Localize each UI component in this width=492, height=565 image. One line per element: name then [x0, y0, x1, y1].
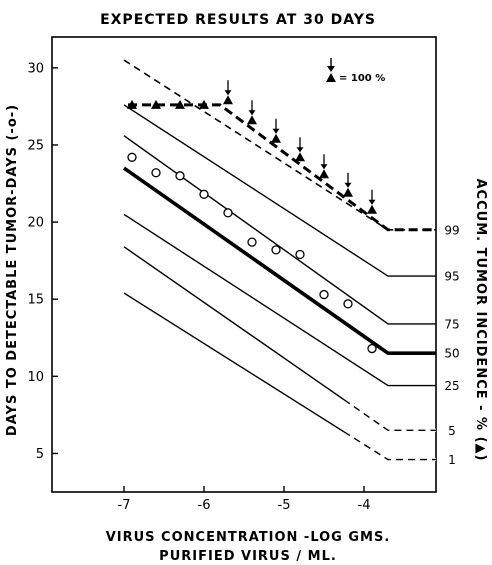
observed-point — [223, 208, 233, 218]
arrow-100-head — [248, 110, 256, 116]
y-tick-label: 25 — [27, 138, 44, 153]
right-label-25: 25 — [444, 379, 459, 393]
y-tick-label: 15 — [27, 293, 44, 308]
incidence-line-25 — [123, 213, 436, 387]
y-tick-label: 20 — [27, 216, 44, 231]
incidence-triangle — [175, 99, 185, 109]
incidence-line-5 — [123, 246, 436, 431]
incidence-triangle — [343, 187, 353, 197]
observed-point — [295, 249, 305, 260]
incidence-line-1 — [123, 292, 436, 461]
right-label-99: 99 — [444, 223, 459, 237]
legend-triangle-icon — [326, 73, 336, 82]
x-tick-label: -4 — [358, 498, 371, 513]
incidence-triangle — [247, 115, 257, 125]
legend-arrow-head — [327, 66, 335, 72]
right-labels: 99 95 75 50 25 5 1 — [444, 223, 459, 467]
incidence-triangle — [367, 204, 377, 214]
incidence-triangle — [271, 133, 281, 143]
x-tick-label: -7 — [118, 498, 131, 513]
observed-point — [247, 237, 257, 247]
axes: -7 -6 -5 -4 5 10 15 20 25 30 — [27, 61, 370, 513]
observed-point — [319, 289, 329, 300]
incidence-lines — [122, 59, 436, 462]
observed-point — [151, 168, 161, 178]
legend-text: = 100 % — [339, 73, 385, 84]
arrow-100-head — [296, 147, 304, 153]
incidence-line-99 — [123, 59, 436, 231]
incidence-triangle — [319, 169, 329, 179]
observed-point — [271, 245, 281, 255]
incidence-line-1-gap — [343, 430, 436, 462]
x-tick-label: -6 — [198, 498, 211, 513]
y-axis-label: DAYS TO DETECTABLE TUMOR-DAYS (-o-) — [5, 104, 20, 436]
arrow-100-head — [368, 199, 376, 205]
observed-point — [199, 189, 209, 199]
incidence-triangle — [199, 99, 209, 109]
observed-point — [343, 299, 353, 309]
y-tick-label: 5 — [36, 447, 44, 462]
right-label-50: 50 — [444, 347, 459, 361]
observed-point — [127, 152, 137, 162]
arrow-100-head — [320, 164, 328, 170]
incidence-points — [127, 80, 377, 214]
arrow-100-head — [272, 128, 280, 134]
legend: = 100 % — [326, 58, 385, 84]
right-label-75: 75 — [444, 317, 459, 331]
right-label-5: 5 — [448, 424, 456, 438]
y-tick-label: 30 — [27, 61, 44, 76]
incidence-line-95 — [123, 104, 436, 277]
incidence-triangle — [223, 95, 233, 105]
incidence-triangle — [151, 99, 161, 109]
incidence-line-1-dashed — [343, 431, 436, 461]
incidence-triangle — [127, 99, 137, 109]
arrow-100-head — [224, 90, 232, 96]
right-label-1: 1 — [448, 453, 456, 467]
observed-points — [127, 152, 377, 354]
observed-point — [175, 171, 185, 181]
incidence-line-100-dashed — [128, 103, 436, 232]
observed-point — [367, 343, 377, 354]
arrow-100-head — [344, 182, 352, 188]
incidence-line-5-gap — [343, 398, 436, 432]
incidence-line-5-dashed — [343, 399, 436, 431]
x-tick-label: -5 — [278, 498, 291, 513]
right-axis-label: ACCUM. TUMOR INCIDENCE - % (▲) — [473, 179, 488, 462]
chart-title: EXPECTED RESULTS AT 30 DAYS — [100, 12, 376, 28]
incidence-triangle — [295, 152, 305, 162]
plot-frame — [51, 36, 437, 493]
y-tick-label: 10 — [27, 370, 44, 385]
incidence-line-50 — [122, 166, 436, 355]
right-label-95: 95 — [444, 270, 459, 284]
incidence-line-75 — [123, 135, 436, 325]
x-axis-label-line2: PURIFIED VIRUS / ML. — [159, 549, 337, 564]
x-axis-label-line1: VIRUS CONCENTRATION -LOG GMS. — [106, 530, 391, 545]
